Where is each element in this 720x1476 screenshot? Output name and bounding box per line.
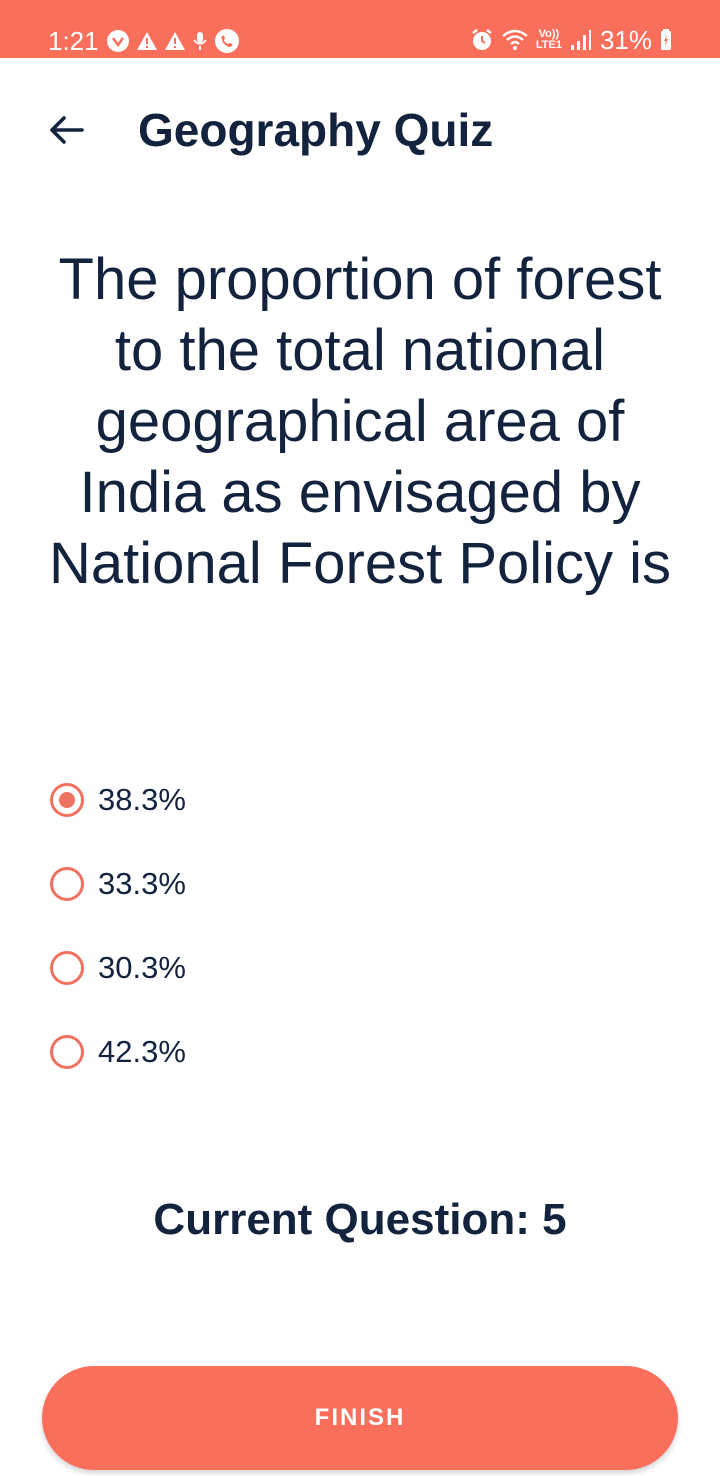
call-icon (214, 28, 240, 54)
battery-icon (660, 29, 672, 51)
wifi-icon (502, 29, 528, 51)
option-4[interactable]: 42.3% (50, 1010, 670, 1094)
answer-options: 38.3% 33.3% 30.3% 42.3% (50, 758, 670, 1094)
option-3[interactable]: 30.3% (50, 926, 670, 1010)
option-2[interactable]: 33.3% (50, 842, 670, 926)
option-label: 33.3% (98, 864, 186, 904)
alert-icon (136, 30, 158, 52)
question-text: The proportion of forest to the total na… (40, 244, 680, 599)
radio-button-checked[interactable] (50, 783, 84, 817)
option-label: 38.3% (98, 780, 186, 820)
arrow-left-icon (46, 114, 86, 146)
back-button[interactable] (40, 104, 92, 156)
option-label: 30.3% (98, 948, 186, 988)
mic-icon (192, 30, 208, 52)
alarm-icon (470, 28, 494, 52)
network-lte-label: LTE1 (536, 40, 562, 51)
radio-button[interactable] (50, 951, 84, 985)
radio-button[interactable] (50, 1035, 84, 1069)
finish-button[interactable]: FINISH (42, 1366, 678, 1470)
option-1[interactable]: 38.3% (50, 758, 670, 842)
radio-button[interactable] (50, 867, 84, 901)
vpn-icon (106, 29, 130, 53)
option-label: 42.3% (98, 1032, 186, 1072)
current-question-label: Current Question: 5 (0, 1192, 720, 1248)
status-right: Vo)) LTE1 31% (470, 24, 672, 56)
status-time: 1:21 (48, 26, 99, 56)
page-title: Geography Quiz (138, 102, 493, 158)
status-left-icons (106, 27, 240, 55)
app-bar: Geography Quiz (0, 58, 720, 208)
battery-percentage: 31% (600, 25, 652, 55)
signal-icon (570, 29, 592, 51)
network-type: Vo)) LTE1 (536, 29, 562, 51)
status-bar: 1:21 (0, 0, 720, 58)
alert-icon (164, 30, 186, 52)
